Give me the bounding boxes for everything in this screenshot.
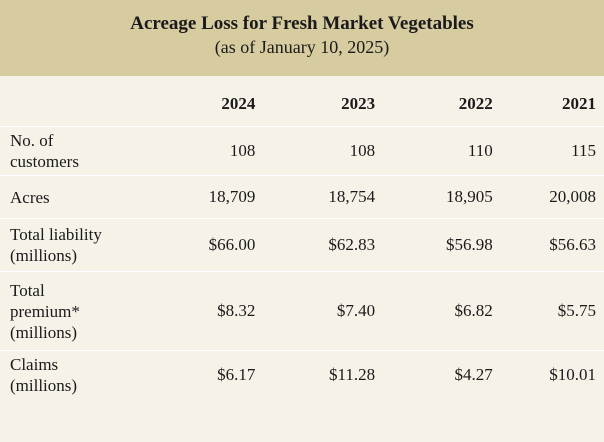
row-label-text: No. of customers — [10, 131, 79, 171]
cell-value: $4.27 — [454, 365, 493, 384]
table-row: Total liability (millions) $66.00 $62.83… — [0, 218, 604, 272]
header-cell-2022: 2022 — [385, 82, 503, 127]
table-row: Acres 18,709 18,754 18,905 20,008 — [0, 175, 604, 219]
row-label-text: Total premium* (millions) — [10, 280, 80, 342]
row-label-total-liability: Total liability (millions) — [0, 218, 149, 272]
row-label-claims: Claims (millions) — [0, 351, 149, 400]
cell-value: 18,754 — [267, 175, 386, 219]
table-header-row: 2024 2023 2022 2021 — [0, 82, 604, 127]
cell-value: $62.83 — [267, 218, 386, 272]
header-cell-2023: 2023 — [267, 82, 386, 127]
cell-value: 108 — [148, 126, 268, 176]
cell-value: $6.17 — [217, 365, 256, 384]
row-label-acres: Acres — [0, 175, 149, 219]
header-cell-2024: 2024 — [148, 82, 268, 127]
table-row: No. of customers 108 108 110 115 — [0, 126, 604, 176]
cell-value: 18,905 — [385, 175, 503, 219]
cell-value: 18,709 — [148, 175, 268, 219]
cell-value: $66.00 — [148, 218, 268, 272]
cell-value: $8.32 — [148, 271, 268, 351]
acreage-loss-table: 2024 2023 2022 2021 No. of customers 108… — [0, 82, 604, 399]
title-bar: Acreage Loss for Fresh Market Vegetables… — [0, 0, 604, 76]
table-subtitle: (as of January 10, 2025) — [214, 37, 390, 57]
cell-value: $11.28 — [328, 365, 376, 384]
row-label-customers: No. of customers — [0, 126, 149, 176]
cell-value: 108 — [267, 126, 386, 176]
cell-value: $7.40 — [267, 271, 386, 351]
cell-value: $56.98 — [385, 218, 503, 272]
table-row: Total premium* (millions) $8.32 $7.40 $6… — [0, 271, 604, 351]
cell-value: 110 — [385, 126, 503, 176]
table-title: Acreage Loss for Fresh Market Vegetables — [130, 13, 474, 34]
cell-value: $10.01 — [549, 365, 596, 384]
header-cell-empty — [0, 82, 149, 127]
cell-value: $6.82 — [385, 271, 503, 351]
cell-value: 115 — [502, 126, 604, 176]
header-cell-2021: 2021 — [502, 82, 604, 127]
row-label-total-premium: Total premium* (millions) — [0, 271, 149, 351]
cell-value: $56.63 — [502, 218, 604, 272]
cell-value: $5.75 — [502, 271, 604, 351]
row-label-text: Total liability (millions) — [10, 225, 102, 265]
table-row: Claims (millions) $6.17 $11.28 $4.27 $10… — [0, 351, 604, 400]
cell-value: 20,008 — [502, 175, 604, 219]
row-label-text: Claims (millions) — [10, 355, 78, 395]
